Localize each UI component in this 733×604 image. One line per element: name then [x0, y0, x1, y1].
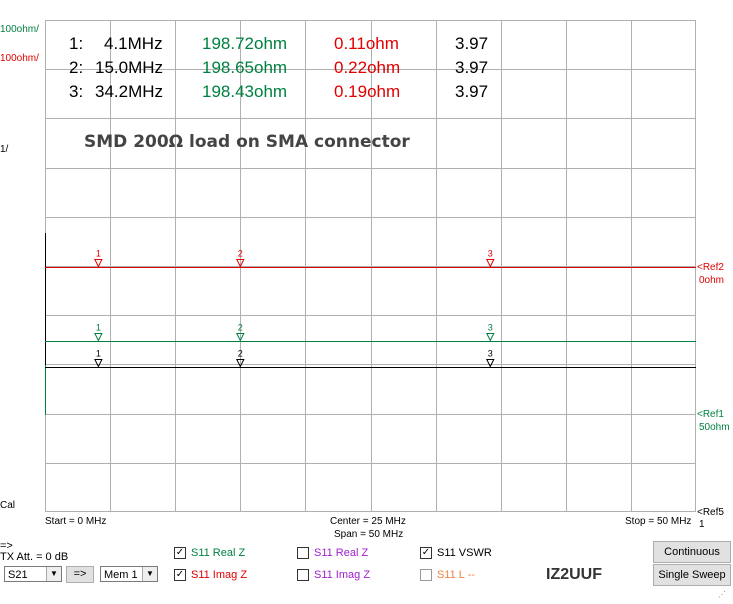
grid [45, 20, 696, 512]
ref5-label: <Ref5 [697, 507, 724, 518]
single-sweep-button[interactable]: Single Sweep [653, 564, 731, 586]
ref1-value: 50ohm [699, 422, 730, 433]
label-mem-imagz: S11 Imag Z [314, 569, 371, 581]
marker-triangle-icon [235, 333, 245, 342]
marker-2-real: 198.65ohm [202, 58, 288, 77]
marker-number-label: 2 [238, 323, 243, 333]
arrow-indicator: => [0, 540, 13, 552]
marker-number-label: 2 [238, 349, 243, 359]
marker-2-vswr: 3.97 [455, 58, 489, 77]
ref2-label: <Ref2 [697, 262, 724, 273]
marker-2-imag: 0.22ohm [334, 58, 401, 77]
memory-select[interactable]: Mem 1 ▼ [100, 566, 158, 582]
trace-markers: 1 2 3 1 2 3 1 2 3 [94, 249, 495, 368]
cal-label: Cal [0, 500, 16, 511]
checkbox-s11-vswr[interactable]: ✓ [420, 547, 432, 559]
marker-triangle-icon [235, 259, 245, 268]
callsign-label: IZ2UUF [546, 566, 602, 583]
marker-1-imag: 0.11ohm [334, 34, 399, 53]
start-label: Start = 0 MHz [45, 516, 107, 527]
marker-number-label: 3 [488, 249, 493, 259]
checkbox-s11-realz[interactable]: ✓ [174, 547, 186, 559]
plot-area[interactable]: 1 2 3 1 2 3 1 2 3 [45, 20, 696, 512]
traces [45, 267, 696, 368]
red-scale-label: 100ohm/ [0, 53, 39, 64]
ref1-label: <Ref1 [697, 409, 724, 420]
apply-arrow-button[interactable]: => [66, 566, 94, 583]
continuous-button[interactable]: Continuous [653, 541, 731, 563]
marker-1-num: 1: [69, 34, 84, 53]
chevron-down-icon: ▼ [46, 567, 61, 581]
marker-number-label: 3 [488, 349, 493, 359]
ref2-value: 0ohm [699, 275, 725, 286]
black-scale-label: 1/ [0, 144, 9, 155]
port-select-value: S21 [8, 569, 28, 581]
stop-label: Stop = 50 MHz [625, 516, 692, 527]
port-select[interactable]: S21 ▼ [4, 566, 62, 582]
marker-number-label: 1 [96, 349, 101, 359]
marker-triangle-icon [94, 333, 103, 342]
marker-3-imag: 0.19ohm [334, 82, 401, 101]
marker-triangle-icon [485, 259, 495, 268]
marker-triangle-icon [235, 359, 245, 368]
marker-triangle-icon [485, 359, 495, 368]
marker-number-label: 3 [488, 323, 493, 333]
tx-att-label: TX Att. = 0 dB [0, 551, 69, 563]
marker-triangle-icon [94, 259, 103, 268]
marker-2-num: 2: [69, 58, 84, 77]
label-s11-vswr: S11 VSWR [437, 547, 492, 559]
chevron-down-icon: ▼ [142, 567, 157, 581]
marker-3-num: 3: [69, 82, 84, 101]
annotation-text: SMD 200Ω load on SMA connector [84, 132, 410, 152]
marker-2-freq: 15.0MHz [95, 58, 164, 77]
marker-triangle-icon [485, 333, 495, 342]
green-scale-label: 100ohm/ [0, 24, 39, 35]
label-s11-imagz: S11 Imag Z [191, 569, 248, 581]
checkbox-s11-l[interactable] [420, 569, 432, 581]
ref5-number: 1 [699, 519, 705, 530]
center-label: Center = 25 MHz [330, 516, 406, 527]
checkbox-s11-imagz[interactable]: ✓ [174, 569, 186, 581]
marker-1-freq: 4.1MHz [104, 34, 163, 53]
label-mem-realz: S11 Real Z [314, 547, 369, 559]
marker-1-vswr: 3.97 [455, 34, 489, 53]
label-s11-realz: S11 Real Z [191, 547, 246, 559]
marker-3-real: 198.43ohm [202, 82, 288, 101]
marker-1-real: 198.72ohm [202, 34, 288, 53]
marker-3-freq: 34.2MHz [95, 82, 164, 101]
label-s11-l: S11 L -- [437, 569, 475, 581]
span-label: Span = 50 MHz [334, 529, 404, 540]
checkbox-mem-realz[interactable] [297, 547, 309, 559]
marker-number-label: 2 [238, 249, 243, 259]
marker-number-label: 1 [96, 249, 101, 259]
marker-number-label: 1 [96, 323, 101, 333]
checkbox-mem-imagz[interactable] [297, 569, 309, 581]
marker-3-vswr: 3.97 [455, 82, 489, 101]
memory-select-value: Mem 1 [104, 569, 138, 581]
plot-svg: 1 2 3 1 2 3 1 2 3 [45, 20, 696, 512]
resize-grip-icon[interactable]: ⋰ [718, 590, 726, 599]
marker-triangle-icon [94, 359, 103, 368]
